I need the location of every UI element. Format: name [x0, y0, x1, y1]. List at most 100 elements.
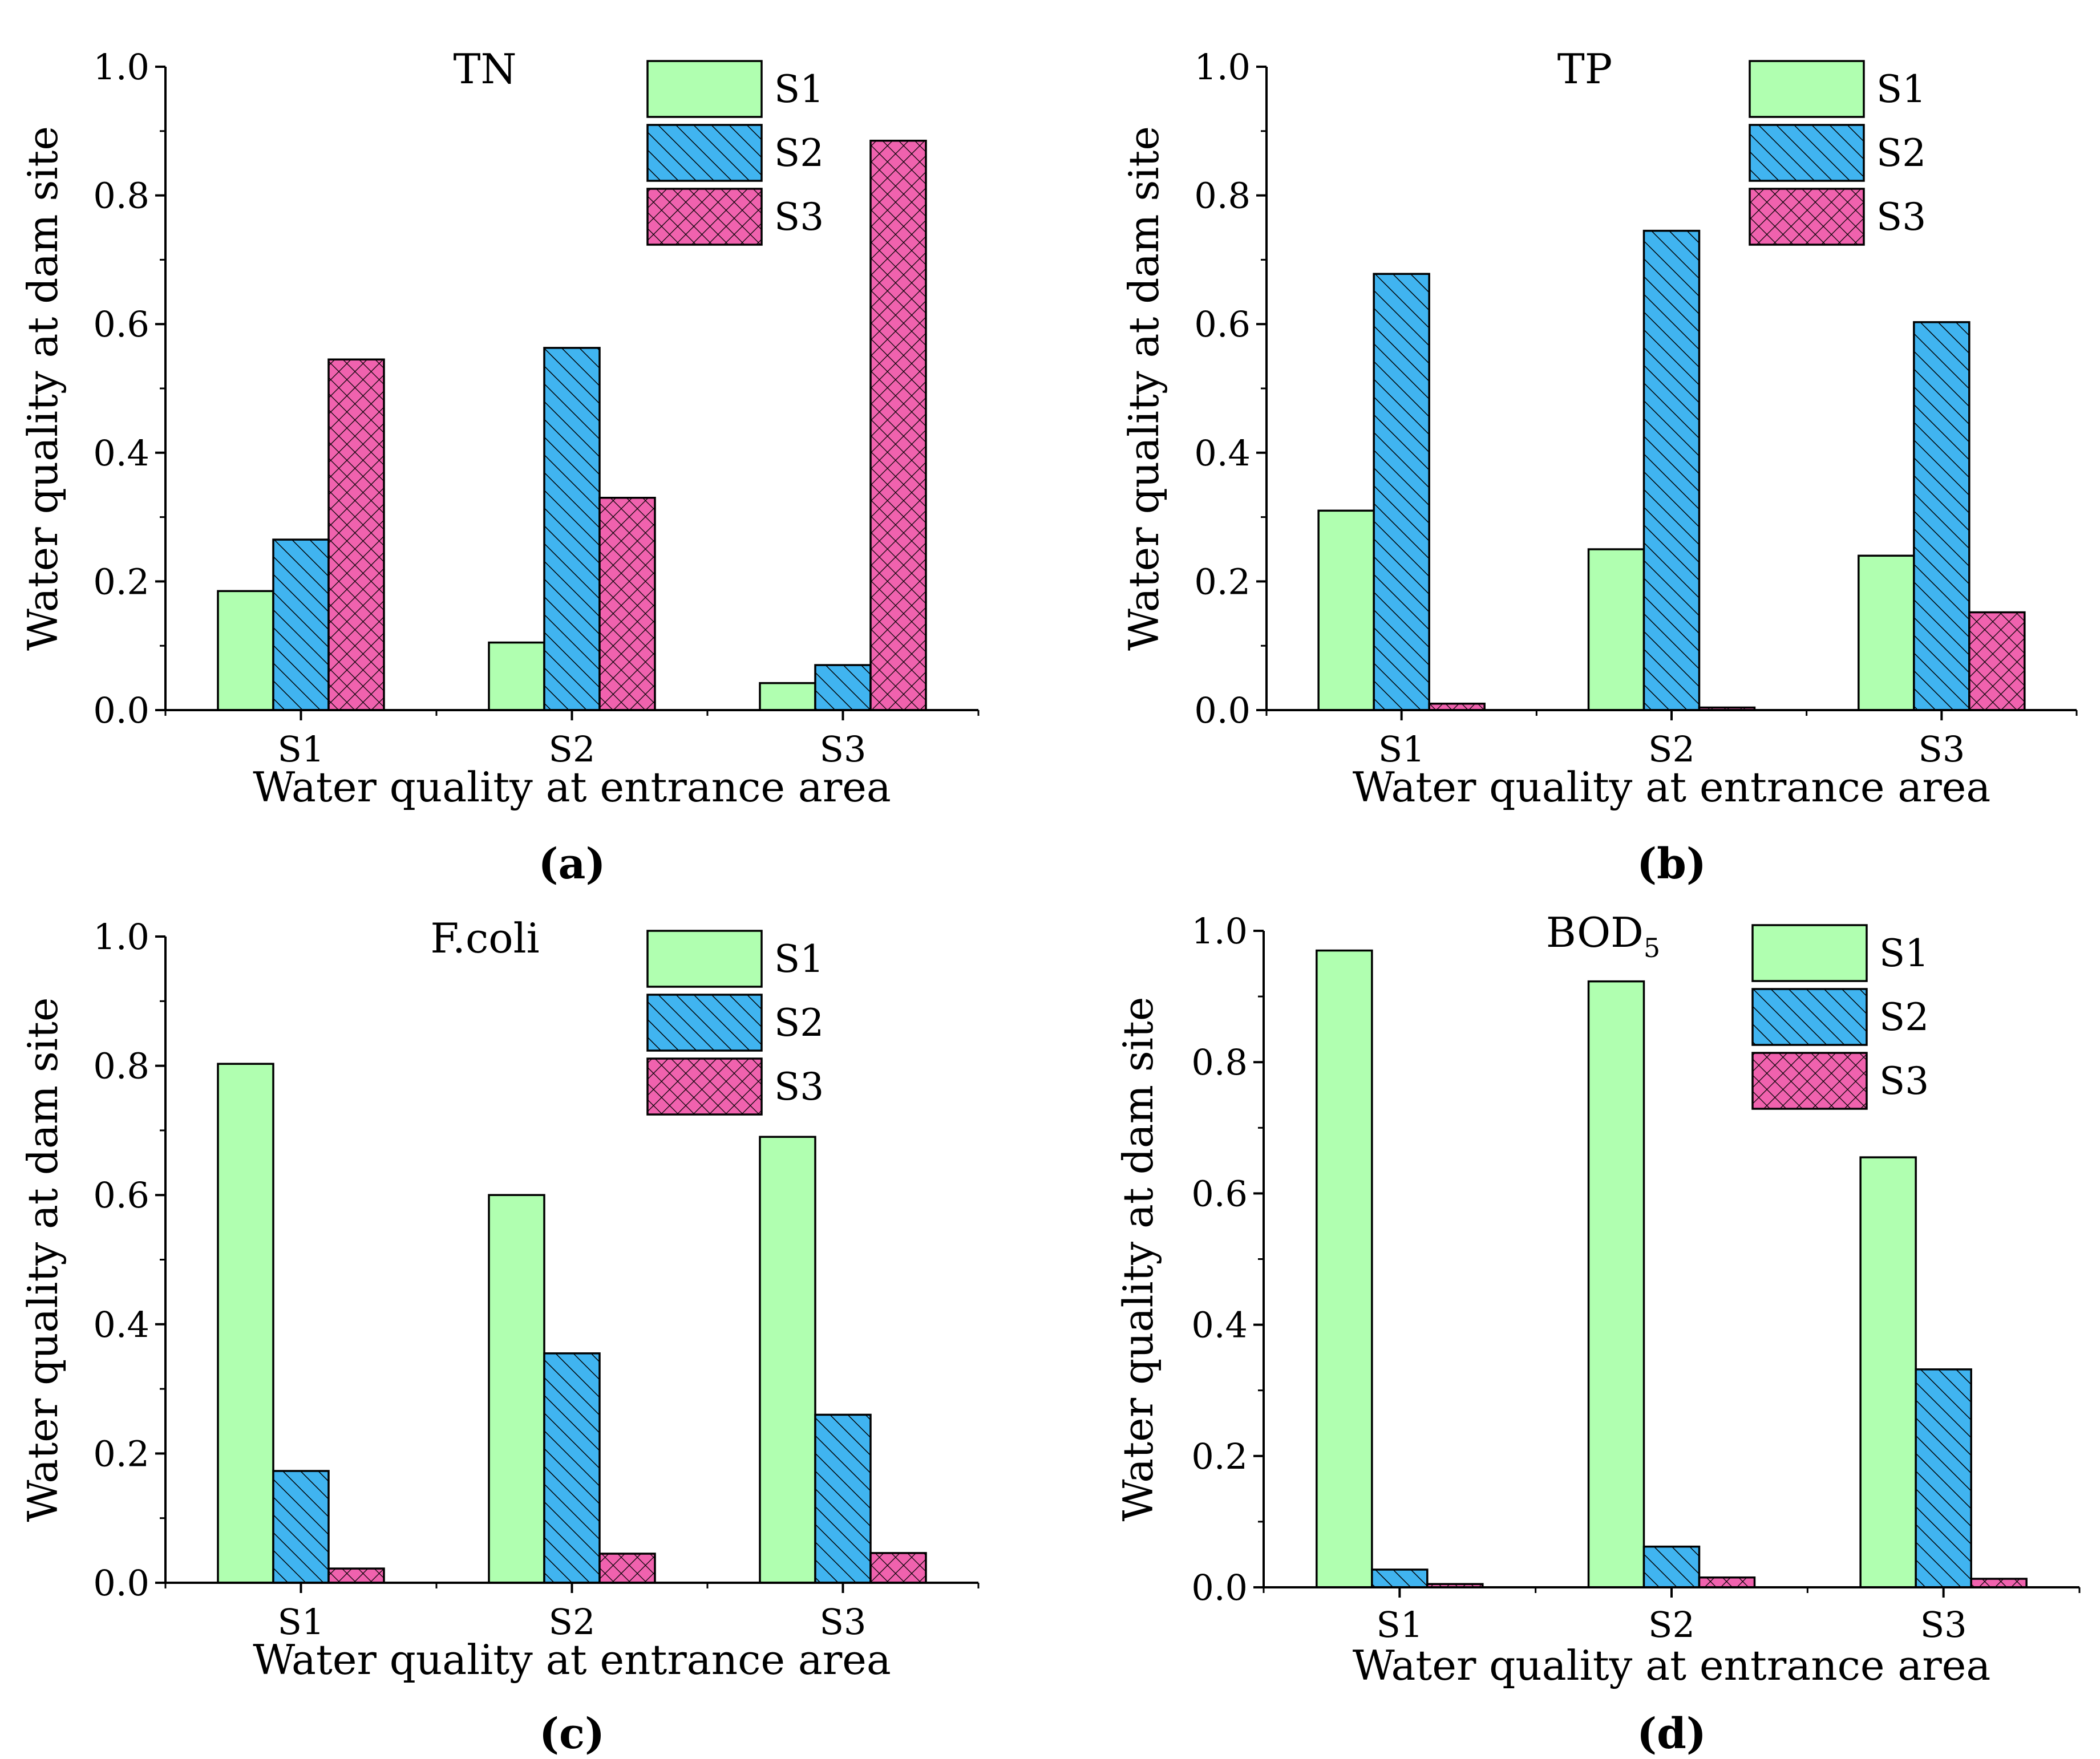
y-tick-label: 1.0 [1191, 910, 1248, 952]
bar-s2-s1 [1371, 1568, 1429, 1588]
x-tick-label: S1 [278, 1601, 325, 1643]
bar-s2-s1 [272, 538, 330, 711]
y-tick-label: 0.8 [93, 1045, 149, 1087]
bar-s3-s1 [327, 358, 385, 711]
y-axis-title: Water quality at dam site [19, 126, 67, 651]
x-axis-title: Water quality at entrance area [253, 1636, 891, 1684]
x-tick-label: S1 [1378, 728, 1425, 770]
legend-label-s1: S1 [774, 67, 824, 111]
bar-s3-s3 [1968, 611, 2026, 711]
bar-s1-s3 [1858, 554, 1915, 711]
legend-swatch-s2 [646, 124, 763, 182]
bar-s3-s2 [598, 1553, 656, 1584]
bar-s3-s3 [869, 1552, 927, 1584]
y-tick-label: 0.0 [93, 1562, 149, 1604]
y-tick-label: 0.4 [93, 432, 149, 474]
y-tick-label: 0.6 [1191, 1173, 1248, 1214]
bar-s1-s3 [759, 1136, 816, 1584]
legend-label-s3: S3 [774, 1065, 824, 1109]
y-tick-label: 0.8 [1191, 1041, 1248, 1083]
chart-title-subscript: 5 [1644, 933, 1660, 963]
bar-s2-s2 [1642, 229, 1701, 711]
x-tick-label: S2 [1648, 728, 1695, 770]
bar-s1-s1 [1317, 509, 1375, 711]
y-tick-label: 0.6 [93, 1174, 149, 1216]
bar-s2-s2 [543, 347, 601, 711]
x-tick-label: S3 [1918, 728, 1965, 770]
legend-label-s3: S3 [774, 195, 824, 239]
panel-label: (c) [539, 1709, 605, 1758]
y-tick-label: 0.6 [93, 303, 149, 345]
y-axis-title: Water quality at dam site [1114, 997, 1162, 1522]
legend-label-s3: S3 [1876, 195, 1926, 239]
bar-s3-s2 [598, 497, 656, 711]
y-tick-label: 0.0 [1191, 1567, 1248, 1608]
bar-s1-s1 [1316, 949, 1373, 1588]
legend-swatch-s2 [1751, 988, 1868, 1046]
legend-label-s1: S1 [774, 937, 824, 981]
chart-title: TP [1557, 45, 1612, 93]
bar-s2-s1 [1373, 273, 1430, 711]
legend-swatch-s2 [646, 994, 763, 1052]
bar-s2-s3 [1913, 321, 1970, 711]
y-tick-label: 0.2 [1194, 561, 1251, 602]
y-tick-label: 0.2 [1191, 1436, 1248, 1477]
panel-label: (d) [1637, 1709, 1706, 1758]
legend-label-s1: S1 [1876, 67, 1926, 111]
legend-label-s3: S3 [1879, 1059, 1929, 1103]
y-tick-label: 1.0 [93, 916, 149, 958]
y-tick-label: 0.0 [1194, 690, 1251, 731]
x-axis-title: Water quality at entrance area [1353, 763, 1991, 811]
legend-label-s1: S1 [1879, 931, 1929, 975]
y-tick-label: 0.2 [93, 561, 149, 602]
y-tick-label: 0.6 [1194, 303, 1251, 345]
y-tick-label: 0.8 [1194, 175, 1251, 217]
legend-label-s2: S2 [1876, 131, 1926, 175]
x-axis-title: Water quality at entrance area [253, 763, 891, 811]
y-axis-title: Water quality at dam site [1120, 126, 1168, 651]
bar-s2-s2 [1642, 1545, 1701, 1588]
bar-s1-s2 [488, 641, 545, 711]
bar-s1-s1 [217, 1063, 274, 1584]
x-tick-label: S1 [278, 728, 325, 770]
x-tick-label: S2 [549, 1601, 596, 1643]
bar-s3-s1 [327, 1567, 385, 1584]
legend-swatch-s1 [1751, 924, 1868, 982]
bar-s3-s2 [1698, 1576, 1756, 1588]
bar-s1-s3 [1859, 1156, 1917, 1588]
y-axis-title: Water quality at dam site [19, 998, 67, 1522]
y-tick-label: 0.0 [93, 690, 149, 731]
bar-s3-s3 [1970, 1578, 2028, 1588]
bar-s1-s3 [759, 682, 816, 711]
bar-s2-s2 [543, 1352, 601, 1584]
legend-swatch-s1 [646, 60, 763, 118]
x-tick-label: S1 [1376, 1604, 1423, 1645]
panel-label: (b) [1637, 840, 1706, 889]
legend-swatch-s3 [646, 1057, 763, 1116]
x-tick-label: S2 [549, 728, 596, 770]
x-tick-label: S2 [1648, 1604, 1695, 1645]
legend-label-s2: S2 [774, 1001, 824, 1045]
bar-s3-s3 [869, 139, 927, 711]
legend-swatch-s2 [1749, 124, 1865, 182]
bar-s2-s1 [272, 1470, 330, 1584]
bar-s2-s3 [814, 664, 872, 711]
x-tick-label: S3 [820, 728, 867, 770]
chart-title: BOD5 [1546, 909, 1660, 963]
legend-label-s2: S2 [1879, 995, 1929, 1039]
legend-swatch-s1 [1749, 60, 1865, 118]
x-tick-label: S3 [1920, 1604, 1967, 1645]
bar-s1-s2 [488, 1194, 545, 1584]
x-axis-title: Water quality at entrance area [1353, 1642, 1991, 1689]
bar-s2-s3 [1915, 1368, 1972, 1588]
bar-s1-s1 [217, 590, 274, 711]
bar-s2-s3 [814, 1413, 872, 1584]
x-tick-label: S3 [820, 1601, 867, 1643]
y-tick-label: 0.4 [1191, 1304, 1248, 1346]
legend-swatch-s1 [646, 930, 763, 988]
